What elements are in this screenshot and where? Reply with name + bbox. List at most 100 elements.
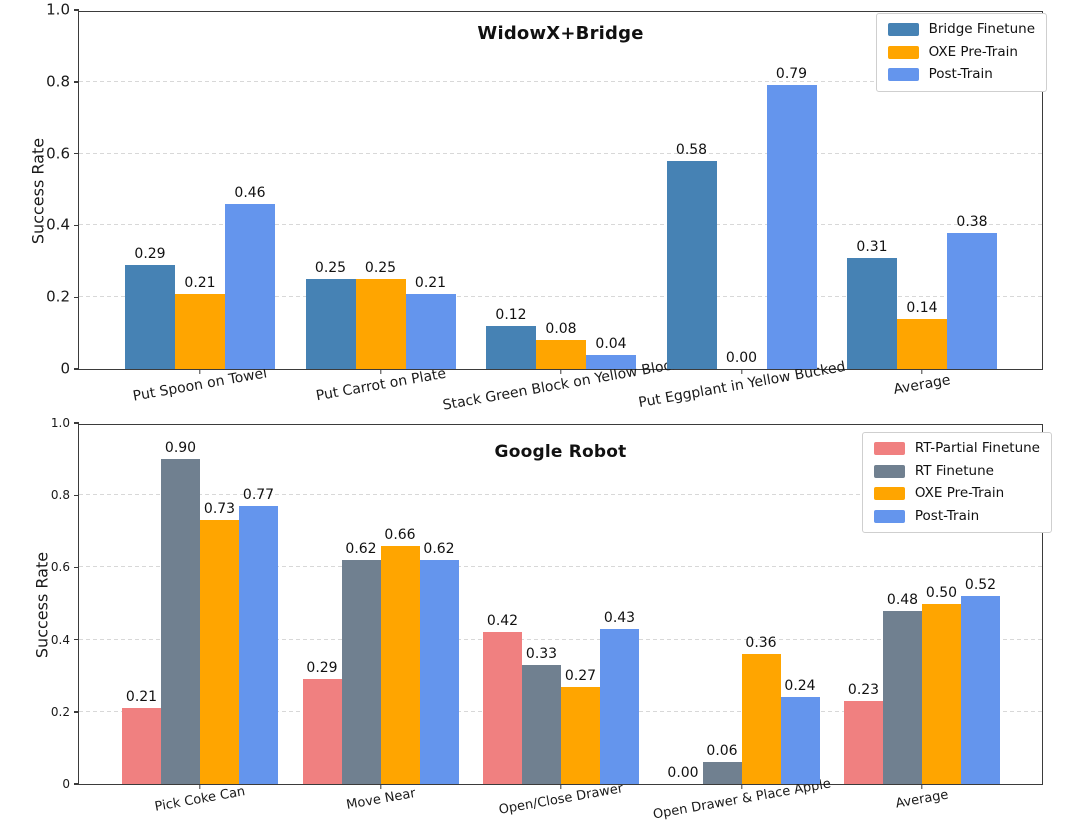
legend-label: OXE Pre-Train [928, 43, 1018, 60]
y-tick-label: 0 [60, 359, 70, 378]
legend-label: Post-Train [914, 507, 980, 524]
legend-swatch [873, 509, 905, 523]
y-tick-mark [74, 566, 79, 569]
x-tick-mark [379, 784, 382, 789]
y-tick-label: 0.8 [46, 72, 70, 91]
y-tick-label: 0.2 [46, 287, 70, 306]
y-tick-mark [74, 711, 79, 713]
value-label: 0.00 [667, 765, 699, 781]
value-label: 0.43 [603, 609, 636, 626]
x-tick-mark [560, 784, 562, 789]
value-label: 0.46 [234, 184, 266, 201]
value-label: 0.73 [203, 501, 236, 518]
legend-item: OXE Pre-Train [873, 485, 1040, 502]
bar [341, 560, 381, 784]
legend-swatch [887, 68, 919, 82]
y-tick-label: 0.4 [50, 632, 70, 647]
bar [200, 520, 239, 784]
value-label: 0.23 [847, 681, 880, 698]
y-tick-label: 1.0 [50, 416, 70, 430]
value-label: 0.24 [784, 678, 816, 695]
value-label: 0.27 [564, 667, 597, 684]
value-label: 0.36 [745, 635, 777, 652]
legend-swatch [887, 23, 919, 37]
x-tick-mark [921, 784, 923, 789]
x-tick-mark [921, 369, 923, 374]
value-label: 0.31 [856, 238, 888, 255]
y-tick-mark [74, 152, 79, 155]
value-label: 0.42 [486, 613, 519, 630]
bar [897, 318, 947, 369]
y-tick-mark [74, 9, 79, 11]
y-tick-label: 0.6 [50, 560, 70, 575]
bar [122, 708, 161, 784]
gridline [79, 638, 1042, 640]
bar [780, 697, 820, 784]
plot-area: WidowX+Bridge 0 0.2 0.4 0.6 0.8 1.0 Put Spoon… [46, 2, 1047, 414]
value-label: 0.08 [545, 321, 577, 338]
bar [486, 325, 536, 369]
bar [766, 85, 817, 369]
value-label: 0.14 [906, 299, 938, 316]
x-tick-label: Average [894, 787, 950, 812]
value-label: 0.58 [675, 141, 708, 158]
bar [586, 354, 636, 369]
gridline [79, 152, 1042, 154]
bar [405, 293, 456, 369]
y-tick-mark [74, 494, 79, 496]
value-label: 0.21 [414, 274, 447, 291]
bar [419, 560, 459, 784]
value-label: 0.21 [125, 689, 158, 706]
y-tick-mark [74, 422, 79, 424]
legend-swatch [873, 442, 905, 456]
chart-title: Google Robot [494, 442, 627, 462]
bar [536, 340, 586, 369]
bar [225, 203, 275, 369]
bar [847, 257, 897, 369]
bar [947, 232, 997, 369]
y-axis-label: Success Rate [28, 137, 48, 244]
bar [561, 686, 600, 784]
value-label: 0.62 [423, 541, 455, 558]
bar [522, 664, 561, 784]
x-tick-mark [379, 369, 382, 374]
value-label: 0.00 [725, 350, 758, 366]
bar [161, 459, 200, 784]
legend-label: Bridge Finetune [928, 21, 1035, 37]
bar [305, 279, 356, 369]
y-tick-label: 0.4 [46, 215, 70, 234]
gridline [79, 296, 1042, 298]
bar [380, 545, 420, 784]
bar [302, 679, 342, 784]
bar [125, 264, 175, 369]
bar [702, 762, 742, 784]
value-label: 0.52 [964, 577, 997, 594]
legend-label: RT Finetune [914, 462, 994, 479]
x-tick-mark [560, 369, 562, 374]
x-tick-mark [199, 784, 201, 789]
bar [883, 610, 922, 784]
plot-area: Google Robot 0 0.2 0.4 0.6 0.8 1.0 Pick Coke … [51, 417, 1052, 823]
legend-swatch [873, 487, 905, 501]
bar [600, 628, 639, 784]
legend-label: RT-Partial Finetune [914, 440, 1040, 456]
value-label: 0.48 [886, 591, 919, 608]
y-tick-label: 0 [62, 777, 70, 791]
value-label: 0.29 [306, 660, 338, 677]
y-axis-label: Success Rate [32, 551, 52, 658]
y-tick-mark [74, 224, 79, 227]
bar [844, 700, 883, 784]
value-label: 0.66 [384, 526, 416, 543]
legend-label: OXE Pre-Train [914, 485, 1005, 502]
value-label: 0.12 [495, 306, 527, 323]
bar [922, 603, 961, 784]
y-tick-mark [74, 783, 79, 785]
y-tick-mark [74, 368, 79, 370]
value-label: 0.25 [314, 260, 347, 277]
x-tick-mark [740, 369, 743, 374]
y-tick-mark [74, 638, 79, 641]
bar [175, 293, 225, 369]
